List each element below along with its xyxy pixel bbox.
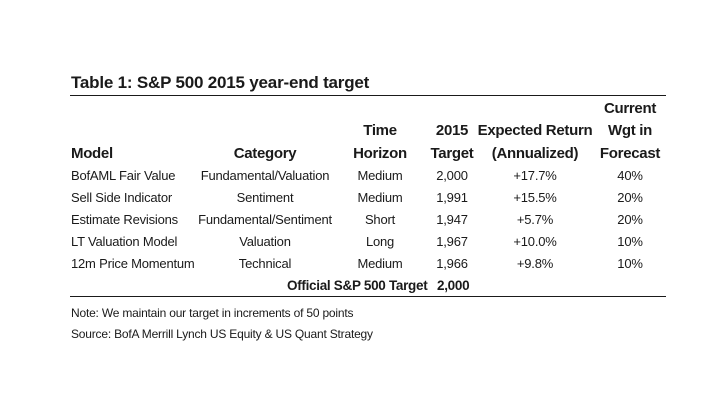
- header-weight-line-1: Current: [603, 100, 657, 117]
- cell-category: Technical: [238, 256, 292, 271]
- cell-horizon: Medium: [357, 256, 403, 271]
- header-target-line-2: Target: [430, 145, 474, 162]
- cell-model: BofAML Fair Value: [71, 168, 176, 183]
- cell-weight: 20%: [617, 212, 643, 227]
- source-text: Source: BofA Merrill Lynch US Equity & U…: [71, 327, 373, 341]
- cell-target: 1,966: [436, 256, 468, 271]
- header-category: Category: [233, 145, 297, 162]
- note-text: Note: We maintain our target in incremen…: [71, 306, 354, 320]
- cell-model: Estimate Revisions: [71, 212, 178, 227]
- cell-weight: 10%: [617, 256, 643, 271]
- cell-category: Fundamental/Sentiment: [198, 212, 332, 227]
- header-weight-line-2: Wgt in: [607, 122, 653, 139]
- cell-return: +9.8%: [516, 256, 554, 271]
- cell-horizon: Long: [365, 234, 395, 249]
- cell-target: 1,967: [436, 234, 468, 249]
- cell-model: 12m Price Momentum: [71, 256, 195, 271]
- header-weight-line-3: Forecast: [599, 145, 661, 162]
- header-model: Model: [71, 145, 113, 162]
- cell-target: 2,000: [436, 168, 468, 183]
- header-return-line-2: (Annualized): [491, 145, 579, 162]
- cell-category: Sentiment: [236, 190, 294, 205]
- cell-category: Fundamental/Valuation: [200, 168, 330, 183]
- cell-return: +5.7%: [516, 212, 554, 227]
- cell-model: Sell Side Indicator: [71, 190, 172, 205]
- header-return-line-1: Expected Return: [477, 122, 593, 139]
- cell-horizon: Medium: [357, 190, 403, 205]
- official-target-value: 2,000: [437, 278, 470, 293]
- title-rule: [70, 95, 666, 96]
- cell-horizon: Medium: [357, 168, 403, 183]
- cell-return: +17.7%: [513, 168, 557, 183]
- cell-target: 1,947: [436, 212, 468, 227]
- cell-return: +15.5%: [513, 190, 557, 205]
- cell-weight: 20%: [617, 190, 643, 205]
- cell-model: LT Valuation Model: [71, 234, 178, 249]
- cell-horizon: Short: [364, 212, 396, 227]
- cell-return: +10.0%: [513, 234, 557, 249]
- table-title: Table 1: S&P 500 2015 year-end target: [71, 73, 370, 92]
- cell-weight: 10%: [617, 234, 643, 249]
- official-target-label: Official S&P 500 Target: [287, 278, 428, 293]
- cell-weight: 40%: [617, 168, 643, 183]
- header-target-line-1: 2015: [435, 122, 469, 139]
- header-horizon-line-1: Time: [363, 122, 397, 139]
- cell-category: Valuation: [239, 234, 291, 249]
- cell-target: 1,991: [436, 190, 468, 205]
- header-horizon-line-2: Horizon: [353, 145, 407, 162]
- bottom-rule: [70, 296, 666, 297]
